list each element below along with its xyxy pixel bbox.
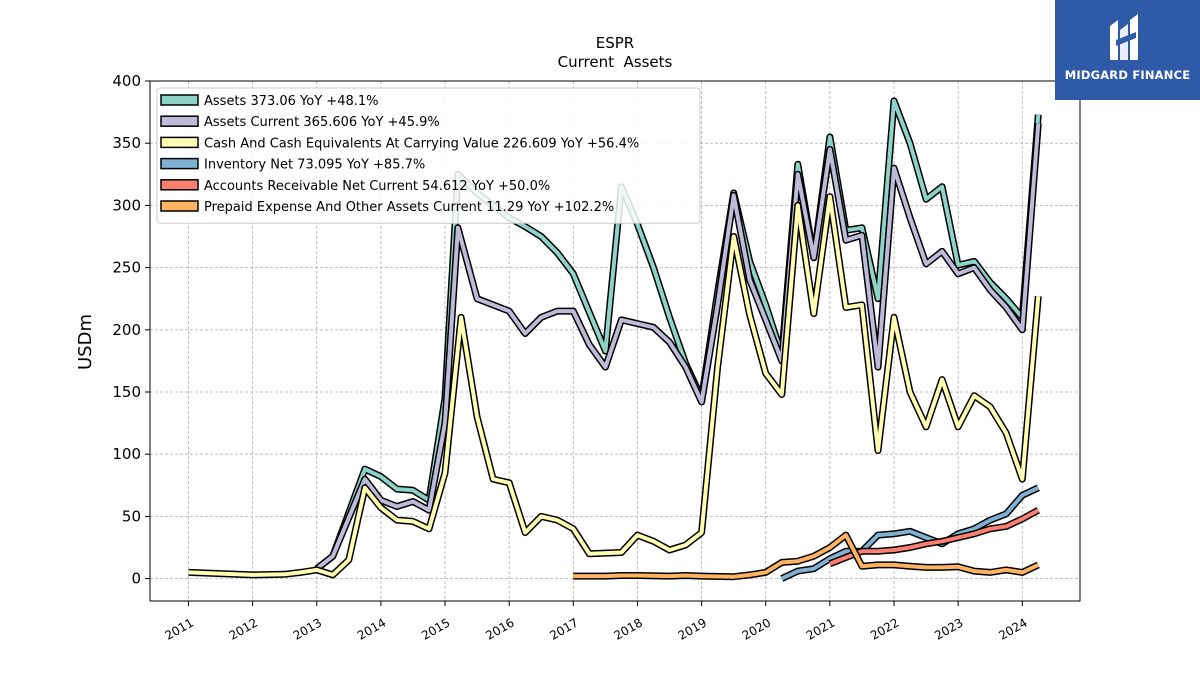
chart-subtitle: Current Assets [558,53,673,71]
legend-swatch [160,179,199,191]
x-tick-label: 2019 [676,615,709,642]
series-layer [188,97,1042,582]
legend-item: Assets Current 365.606 YoY +45.9% [160,115,440,130]
x-tick-label: 2011 [163,615,196,642]
series-3 [780,484,1040,582]
x-tick-label: 2021 [804,615,837,642]
axes-frame [149,80,1081,602]
legend-item: Prepaid Expense And Other Assets Current… [160,200,614,215]
series-line [829,508,1040,566]
x-tick-label: 2013 [291,615,324,642]
brand-logo: MIDGARD FINANCE [1055,0,1200,100]
y-tick-label: 250 [112,259,141,277]
series-line [315,123,1041,571]
x-tick-label: 2014 [355,615,388,642]
legend-item: Accounts Receivable Net Current 54.612 Y… [160,179,550,194]
x-tick-label: 2022 [868,615,901,642]
y-tick-label: 100 [112,445,141,463]
legend-label: Assets Current 365.606 YoY +45.9% [204,115,440,130]
legend-swatch [160,157,199,170]
series-2 [188,193,1042,579]
series-4 [828,507,1040,567]
legend-label: Cash And Cash Equivalents At Carrying Va… [204,136,639,151]
legend-box [156,87,701,224]
legend-label: Accounts Receivable Net Current 54.612 Y… [204,179,550,194]
series-line [573,533,1040,579]
y-tick-label: 0 [131,570,141,588]
x-tick-label: 2018 [611,615,644,642]
legend-label: Inventory Net 73.095 YoY +85.7% [204,158,425,173]
legend-label: Assets 373.06 YoY +48.1% [204,94,379,109]
series-line [188,194,1041,577]
y-tick-label: 200 [112,321,141,339]
legend: Assets 373.06 YoY +48.1% Assets Current 3… [156,87,701,224]
legend-swatch [160,136,199,149]
x-tick-label: 2020 [740,615,773,642]
legend-swatch [160,115,199,127]
y-tick-label: 350 [112,134,141,152]
legend-item: Cash And Cash Equivalents At Carrying Va… [160,136,639,151]
x-tick-label: 2016 [483,615,516,642]
brand-name: MIDGARD FINANCE [1064,68,1191,82]
midgard-logo-icon [1110,14,1138,60]
x-tick-label: 2017 [547,615,580,642]
x-tick-label: 2012 [227,615,260,642]
legend-item: Assets 373.06 YoY +48.1% [160,94,379,109]
y-tick-label: 400 [112,72,141,90]
legend-label: Prepaid Expense And Other Assets Current… [204,200,614,215]
series-5 [573,531,1040,581]
series-line [780,485,1040,581]
series-1 [314,123,1042,572]
y-tick-label: 50 [122,507,141,525]
y-tick-label: 150 [112,383,141,401]
y-tick-label: 300 [112,196,141,214]
x-tick-label: 2023 [932,615,965,642]
legend-swatch [160,200,199,212]
x-tick-label: 2015 [419,615,452,642]
y-axis-label: USDm [75,314,96,370]
x-tick-label: 2024 [996,615,1029,642]
legend-swatch [160,94,199,106]
chart-title: ESPR [596,34,634,52]
legend-item: Inventory Net 73.095 YoY +85.7% [160,157,425,173]
